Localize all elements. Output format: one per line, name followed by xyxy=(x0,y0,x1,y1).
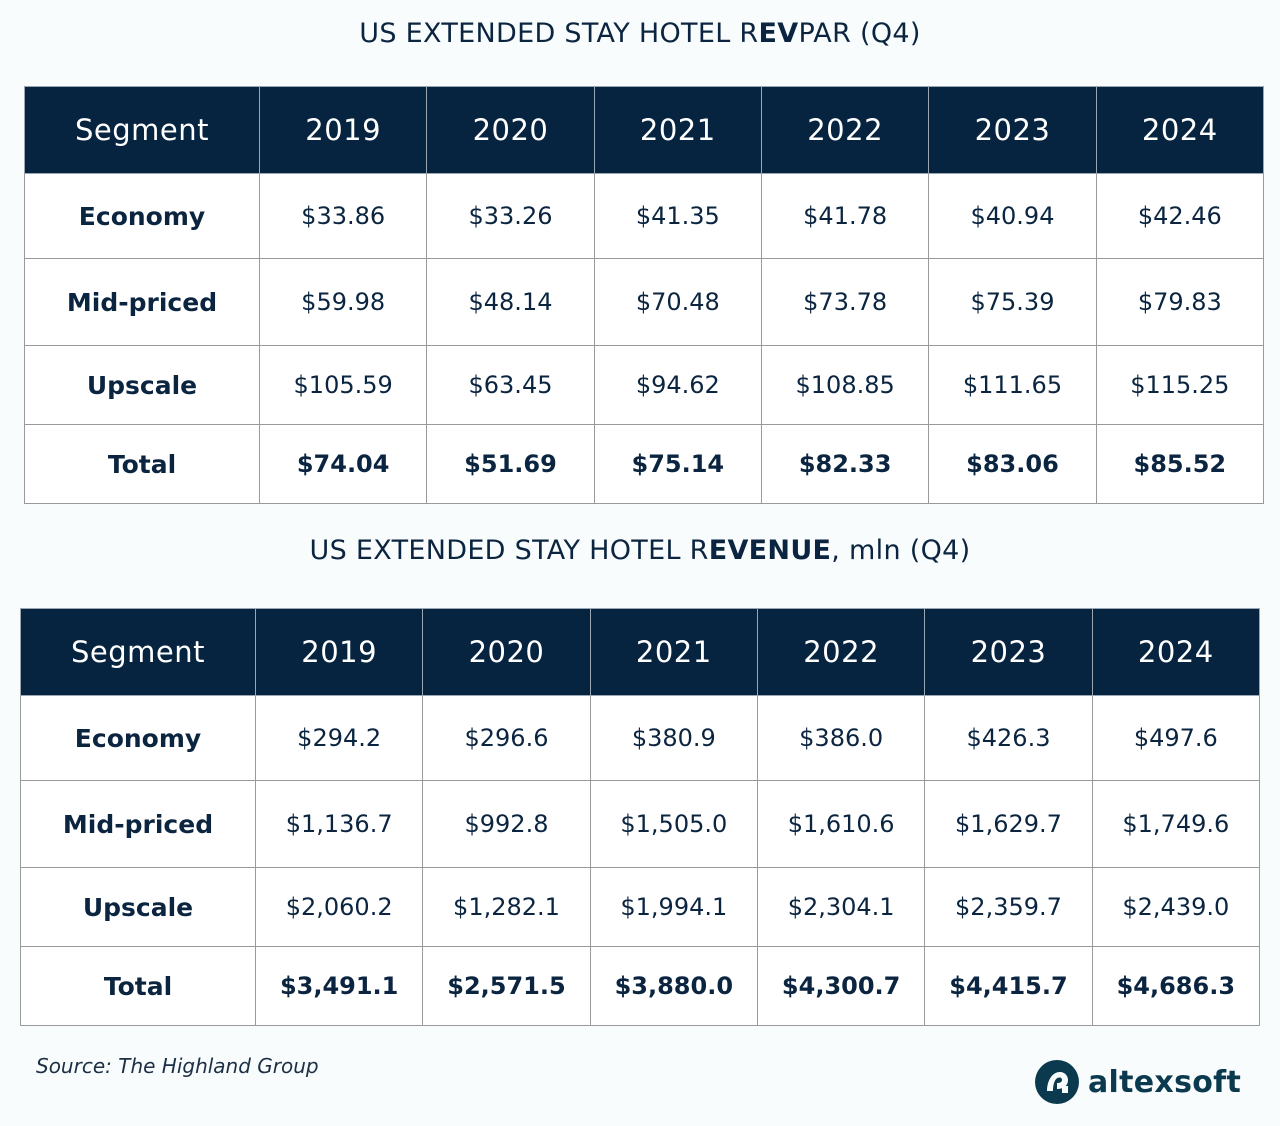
title-part: US EXTENDED STAY HOTEL R xyxy=(359,18,759,49)
value-cell: $42.46 xyxy=(1095,173,1265,259)
value-cell: $3,491.1 xyxy=(254,946,424,1026)
value-cell: $2,359.7 xyxy=(924,867,1093,947)
segment-cell: Mid-priced xyxy=(20,780,256,868)
value-cell: $108.85 xyxy=(760,345,930,425)
header-row: Segment 2019 2020 2021 2022 2023 2024 xyxy=(24,86,1265,174)
value-cell: $63.45 xyxy=(426,345,595,425)
value-cell: $105.59 xyxy=(258,345,428,425)
altexsoft-logo-icon xyxy=(1034,1059,1080,1105)
value-cell: $85.52 xyxy=(1095,424,1265,504)
source-note: Source: The Highland Group xyxy=(36,1054,319,1078)
value-cell: $74.04 xyxy=(258,424,428,504)
segment-cell: Total xyxy=(20,946,256,1026)
value-cell: $296.6 xyxy=(422,695,591,781)
title-part-bold: EVENUE xyxy=(708,535,832,566)
revpar-table: Segment 2019 2020 2021 2022 2023 2024 Ec… xyxy=(24,86,1265,504)
value-cell: $82.33 xyxy=(760,424,930,504)
value-cell: $111.65 xyxy=(928,345,1097,425)
column-header: Segment xyxy=(20,608,256,696)
table-row: Mid-priced $59.98 $48.14 $70.48 $73.78 $… xyxy=(24,258,1265,346)
value-cell: $94.62 xyxy=(593,345,762,425)
value-cell: $386.0 xyxy=(756,695,926,781)
value-cell: $1,136.7 xyxy=(254,780,424,868)
value-cell: $294.2 xyxy=(254,695,424,781)
column-header: 2024 xyxy=(1095,86,1265,174)
column-header: 2022 xyxy=(760,86,930,174)
value-cell: $2,304.1 xyxy=(756,867,926,947)
value-cell: $992.8 xyxy=(422,780,591,868)
header-row: Segment 2019 2020 2021 2022 2023 2024 xyxy=(20,608,1261,696)
value-cell: $40.94 xyxy=(928,173,1097,259)
value-cell: $75.14 xyxy=(593,424,762,504)
value-cell: $41.35 xyxy=(593,173,762,259)
column-header: 2021 xyxy=(593,86,762,174)
title-part: PAR (Q4) xyxy=(798,18,921,49)
value-cell: $2,439.0 xyxy=(1091,867,1261,947)
revenue-table: Segment 2019 2020 2021 2022 2023 2024 Ec… xyxy=(20,608,1261,1026)
value-cell: $380.9 xyxy=(589,695,758,781)
segment-cell: Economy xyxy=(20,695,256,781)
value-cell: $48.14 xyxy=(426,258,595,346)
column-header: Segment xyxy=(24,86,260,174)
value-cell: $75.39 xyxy=(928,258,1097,346)
value-cell: $115.25 xyxy=(1095,345,1265,425)
segment-cell: Upscale xyxy=(24,345,260,425)
altexsoft-logo: altexsoft xyxy=(1034,1058,1241,1106)
total-row: Total $3,491.1 $2,571.5 $3,880.0 $4,300.… xyxy=(20,946,1261,1026)
total-row: Total $74.04 $51.69 $75.14 $82.33 $83.06… xyxy=(24,424,1265,504)
table-title-revenue: US EXTENDED STAY HOTEL REVENUE, mln (Q4) xyxy=(0,535,1280,566)
column-header: 2020 xyxy=(426,86,595,174)
value-cell: $1,629.7 xyxy=(924,780,1093,868)
value-cell: $1,749.6 xyxy=(1091,780,1261,868)
value-cell: $497.6 xyxy=(1091,695,1261,781)
column-header: 2023 xyxy=(924,608,1093,696)
title-part: , mln (Q4) xyxy=(831,535,971,566)
table-row: Upscale $2,060.2 $1,282.1 $1,994.1 $2,30… xyxy=(20,867,1261,947)
table-row: Mid-priced $1,136.7 $992.8 $1,505.0 $1,6… xyxy=(20,780,1261,868)
column-header: 2022 xyxy=(756,608,926,696)
table-title-revpar: US EXTENDED STAY HOTEL REVPAR (Q4) xyxy=(0,18,1280,49)
segment-cell: Upscale xyxy=(20,867,256,947)
table-row: Upscale $105.59 $63.45 $94.62 $108.85 $1… xyxy=(24,345,1265,425)
value-cell: $79.83 xyxy=(1095,258,1265,346)
table-row: Economy $294.2 $296.6 $380.9 $386.0 $426… xyxy=(20,695,1261,781)
column-header: 2024 xyxy=(1091,608,1261,696)
value-cell: $70.48 xyxy=(593,258,762,346)
table-row: Economy $33.86 $33.26 $41.35 $41.78 $40.… xyxy=(24,173,1265,259)
value-cell: $2,060.2 xyxy=(254,867,424,947)
value-cell: $33.86 xyxy=(258,173,428,259)
value-cell: $83.06 xyxy=(928,424,1097,504)
segment-cell: Economy xyxy=(24,173,260,259)
value-cell: $1,610.6 xyxy=(756,780,926,868)
column-header: 2021 xyxy=(589,608,758,696)
value-cell: $2,571.5 xyxy=(422,946,591,1026)
value-cell: $1,994.1 xyxy=(589,867,758,947)
column-header: 2019 xyxy=(254,608,424,696)
column-header: 2020 xyxy=(422,608,591,696)
value-cell: $426.3 xyxy=(924,695,1093,781)
value-cell: $4,300.7 xyxy=(756,946,926,1026)
value-cell: $3,880.0 xyxy=(589,946,758,1026)
value-cell: $4,415.7 xyxy=(924,946,1093,1026)
segment-cell: Mid-priced xyxy=(24,258,260,346)
title-part-bold: EV xyxy=(758,18,799,49)
value-cell: $1,505.0 xyxy=(589,780,758,868)
column-header: 2023 xyxy=(928,86,1097,174)
value-cell: $4,686.3 xyxy=(1091,946,1261,1026)
value-cell: $51.69 xyxy=(426,424,595,504)
value-cell: $73.78 xyxy=(760,258,930,346)
value-cell: $59.98 xyxy=(258,258,428,346)
value-cell: $41.78 xyxy=(760,173,930,259)
logo-text: altexsoft xyxy=(1088,1064,1242,1100)
value-cell: $33.26 xyxy=(426,173,595,259)
value-cell: $1,282.1 xyxy=(422,867,591,947)
title-part: US EXTENDED STAY HOTEL R xyxy=(309,535,709,566)
column-header: 2019 xyxy=(258,86,428,174)
segment-cell: Total xyxy=(24,424,260,504)
